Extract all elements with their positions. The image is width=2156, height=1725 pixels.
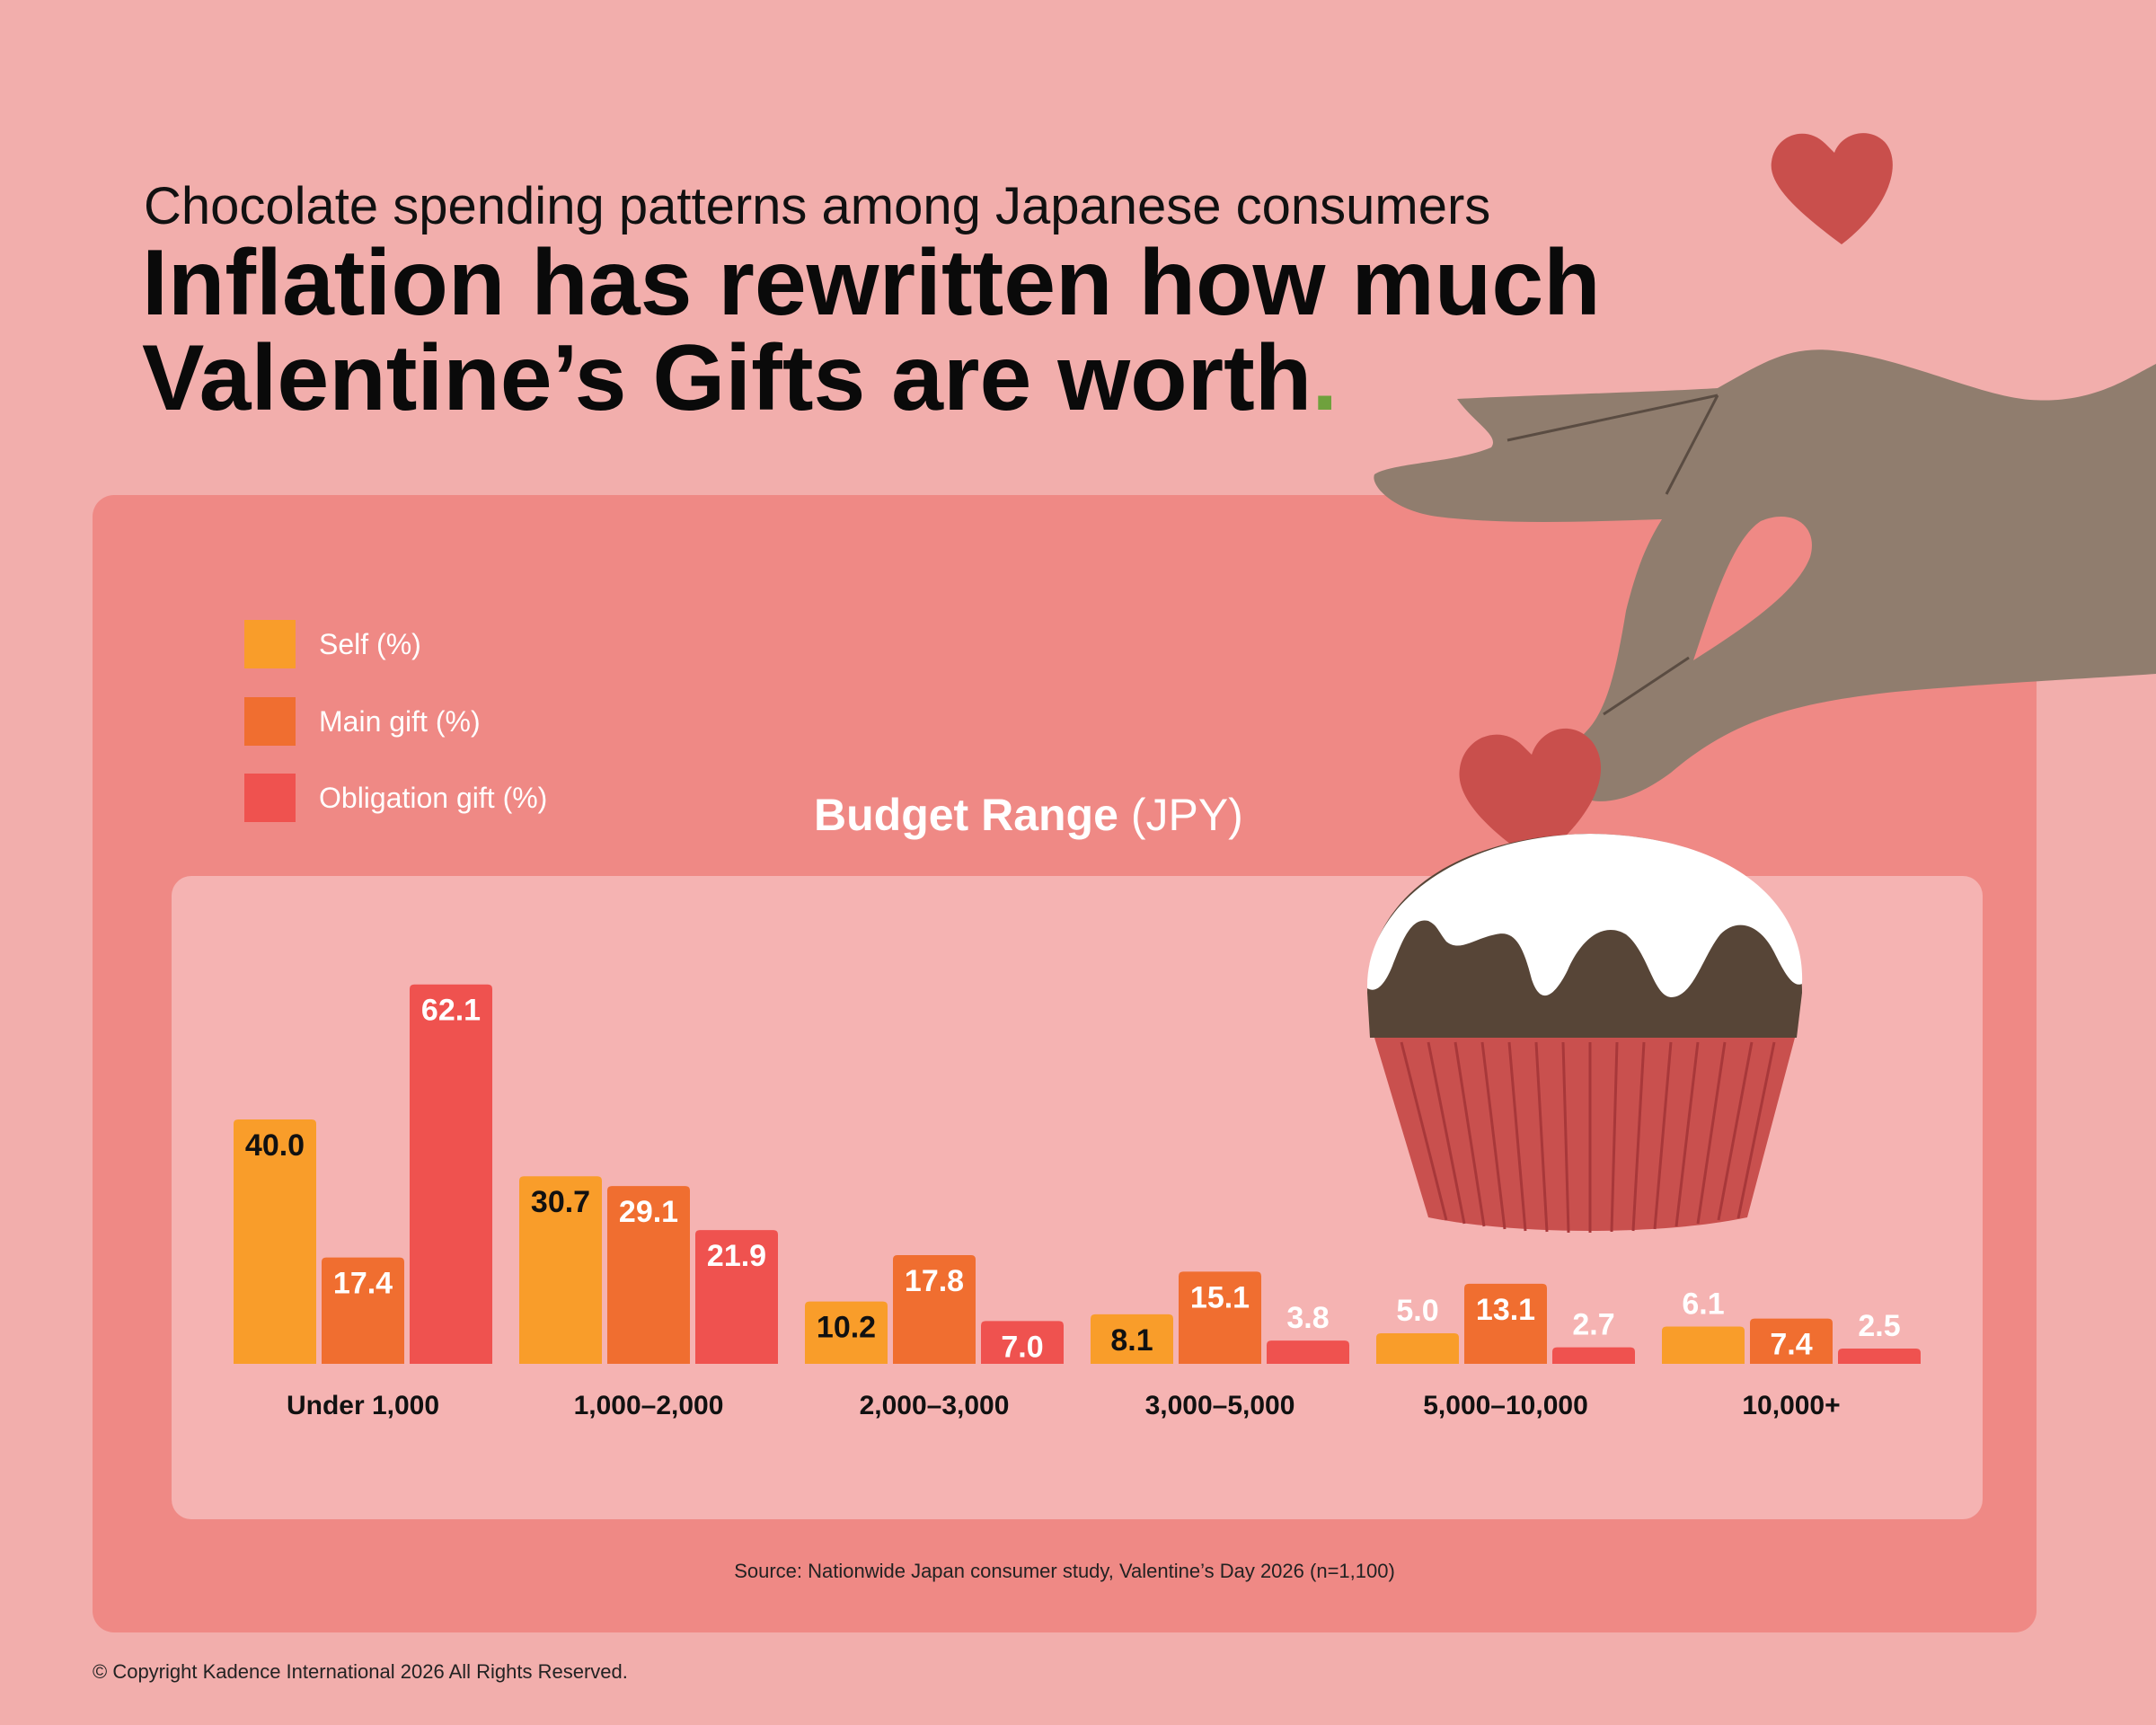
bar-obligation-gift — [1267, 1340, 1349, 1364]
data-label-self: 5.0 — [1396, 1294, 1438, 1328]
bar-self — [519, 1176, 602, 1364]
bar-main-gift — [893, 1254, 976, 1364]
chart-title: Budget Range (JPY) — [814, 789, 1243, 841]
legend-label-self: Self (%) — [319, 627, 421, 660]
data-label-obligation-gift: 3.8 — [1286, 1301, 1329, 1335]
category-label: 5,000–10,000 — [1423, 1391, 1588, 1420]
headline: Inflation has rewritten how much Valenti… — [142, 235, 1601, 426]
data-label-self: 8.1 — [1110, 1323, 1153, 1358]
copyright: © Copyright Kadence International 2026 A… — [93, 1660, 628, 1683]
legend-item-self: Self (%) — [244, 620, 421, 668]
category-label: 3,000–5,000 — [1145, 1391, 1295, 1420]
category-label: Under 1,000 — [287, 1391, 439, 1420]
data-label-obligation-gift: 2.7 — [1572, 1308, 1614, 1342]
data-label-main-gift: 13.1 — [1476, 1293, 1535, 1327]
bar-self — [1662, 1326, 1745, 1364]
headline-dot: . — [1312, 326, 1339, 430]
category-label: 10,000+ — [1742, 1391, 1840, 1420]
chart-title-bold: Budget Range — [814, 790, 1118, 840]
data-label-obligation-gift: 21.9 — [707, 1239, 766, 1273]
category-label: 1,000–2,000 — [574, 1391, 724, 1420]
chart-title-unit: (JPY) — [1130, 790, 1243, 840]
data-label-self: 40.0 — [245, 1128, 305, 1163]
category-label: 2,000–3,000 — [860, 1391, 1010, 1420]
bar-obligation-gift — [1552, 1347, 1635, 1364]
legend-label-obligation-gift: Obligation gift (%) — [319, 781, 548, 814]
headline-line-2: Valentine’s Gifts are worth. — [142, 331, 1601, 426]
bar-obligation-gift — [981, 1321, 1064, 1364]
bar-self — [1091, 1314, 1173, 1364]
legend-item-main-gift: Main gift (%) — [244, 697, 481, 746]
legend-swatch-obligation-gift — [244, 774, 296, 822]
data-label-obligation-gift: 2.5 — [1858, 1309, 1900, 1343]
bar-main-gift — [1464, 1283, 1547, 1364]
bar-self — [234, 1119, 316, 1364]
legend-item-obligation-gift: Obligation gift (%) — [244, 774, 547, 822]
data-label-self: 10.2 — [817, 1311, 876, 1345]
bar-self — [805, 1301, 888, 1364]
bar-obligation-gift — [695, 1230, 778, 1364]
bar-main-gift — [322, 1257, 404, 1364]
legend-swatch-main-gift — [244, 697, 296, 746]
bar-main-gift — [1179, 1271, 1261, 1364]
data-label-main-gift: 7.4 — [1770, 1328, 1812, 1362]
bar-main-gift — [607, 1186, 690, 1364]
data-label-obligation-gift: 62.1 — [421, 994, 481, 1028]
bar-obligation-gift — [410, 984, 492, 1364]
source-note: Source: Nationwide Japan consumer study,… — [734, 1560, 1395, 1582]
data-label-main-gift: 17.4 — [333, 1267, 393, 1301]
bar-main-gift — [1750, 1318, 1833, 1364]
bar-obligation-gift — [1838, 1349, 1921, 1364]
data-label-obligation-gift: 7.0 — [1001, 1330, 1043, 1364]
data-label-main-gift: 15.1 — [1190, 1280, 1250, 1314]
data-label-main-gift: 17.8 — [905, 1264, 964, 1298]
data-label-main-gift: 29.1 — [619, 1195, 678, 1229]
subtitle: Chocolate spending patterns among Japane… — [144, 177, 1491, 235]
headline-line-1: Inflation has rewritten how much — [142, 231, 1601, 335]
legend-label-main-gift: Main gift (%) — [319, 704, 481, 738]
bar-self — [1376, 1333, 1459, 1364]
data-label-self: 30.7 — [531, 1185, 590, 1219]
headline-line-2-text: Valentine’s Gifts are worth — [142, 326, 1312, 430]
legend-swatch-self — [244, 620, 296, 668]
data-label-self: 6.1 — [1682, 1287, 1724, 1322]
